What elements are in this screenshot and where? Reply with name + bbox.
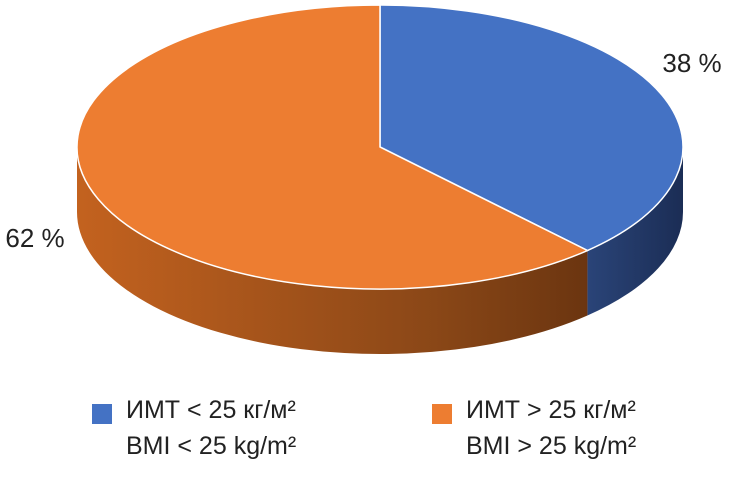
slice xyxy=(379,4,684,252)
legend-label: ИМТ > 25 кг/м² BMI > 25 kg/m² xyxy=(466,396,637,460)
legend-swatch xyxy=(432,404,452,424)
slice xyxy=(76,4,590,290)
legend-item: ИМТ > 25 кг/м² BMI > 25 kg/m² xyxy=(432,392,636,464)
slice-side xyxy=(587,147,683,316)
data-label: 62 % xyxy=(5,223,64,253)
legend-label: ИМТ < 25 кг/м² BMI < 25 kg/m² xyxy=(126,396,297,460)
slice-side xyxy=(77,147,588,354)
data-label: 38 % xyxy=(662,48,721,78)
legend-item: ИМТ < 25 кг/м² BMI < 25 kg/m² xyxy=(92,392,296,464)
legend-swatch xyxy=(92,404,112,424)
